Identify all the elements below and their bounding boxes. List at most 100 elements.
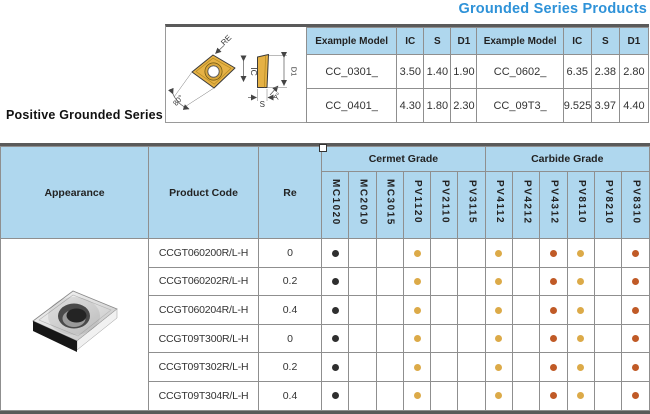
grade-availability-cell xyxy=(402,352,432,382)
grade-column-header: PV2110 xyxy=(430,171,459,239)
spec-model-cell: CC_0301_ xyxy=(305,54,398,89)
re-cell: 0 xyxy=(258,323,322,354)
product-code-cell: CCGT060202R/L-H xyxy=(148,266,259,297)
grade-availability-cell xyxy=(484,323,514,354)
grade-availability-cell xyxy=(457,295,486,325)
spec-header-row: Example Model IC S D1 Example Model IC S D1 xyxy=(305,27,650,55)
availability-dot-gold xyxy=(495,363,503,371)
product-code-cell: CCGT09T304R/L-H xyxy=(148,380,259,411)
re-cell: 0.2 xyxy=(258,266,322,297)
grade-availability-cell xyxy=(484,295,514,325)
grade-column-header: PV4312 xyxy=(539,171,568,239)
spec-value-cell: 3.97 xyxy=(590,88,620,123)
re-label: RE xyxy=(219,33,233,47)
spec-value-cell: 3.50 xyxy=(396,54,425,89)
angle-arc xyxy=(168,87,190,110)
availability-dot-gold xyxy=(495,335,503,343)
grade-availability-cell xyxy=(430,380,459,411)
product-row: CCGT09T304R/L-H 0.4 xyxy=(1,380,650,411)
grade-column-header: PV4212 xyxy=(512,171,541,239)
product-row: CCGT09T300R/L-H 0 xyxy=(1,323,650,354)
series-label: Positive Grounded Series xyxy=(6,108,163,122)
grade-column-label: PV4312 xyxy=(548,180,560,225)
grade-availability-cell xyxy=(402,266,432,297)
grade-availability-cell xyxy=(621,295,650,325)
grade-availability-cell xyxy=(320,352,350,382)
spec-col-header: IC xyxy=(396,27,425,55)
grade-availability-cell xyxy=(457,238,486,268)
s-extension-lines xyxy=(257,89,268,101)
spec-col-header: Example Model xyxy=(305,27,398,55)
grade-column-header: PV4112 xyxy=(484,171,514,239)
cermet-grade-header: Cermet Grade xyxy=(321,146,486,172)
spec-value-cell: 6.35 xyxy=(562,54,592,89)
grade-availability-cell xyxy=(566,295,596,325)
grade-availability-cell xyxy=(348,238,377,268)
product-code-cell: CCGT09T300R/L-H xyxy=(148,323,259,354)
product-code-cell: CCGT060204R/L-H xyxy=(148,295,259,325)
grade-column-label: MC1020 xyxy=(330,179,342,226)
re-cell: 0.4 xyxy=(258,295,322,325)
product-row: CCGT060204R/L-H 0.4 xyxy=(1,295,650,325)
grade-availability-cell xyxy=(320,238,350,268)
d1-label: D1 xyxy=(290,67,299,77)
grade-column-header: PV8110 xyxy=(566,171,596,239)
grade-availability-cell xyxy=(484,266,514,297)
availability-dot-gold xyxy=(413,306,421,314)
availability-dot-gold xyxy=(413,363,421,371)
clearance-label: 7° xyxy=(272,91,284,102)
product-row: CCGT060202R/L-H 0.2 xyxy=(1,266,650,297)
grade-availability-cell xyxy=(594,352,623,382)
grade-column-header: PV1120 xyxy=(402,171,432,239)
appearance-header: Appearance xyxy=(0,146,149,239)
spec-value-cell: 2.38 xyxy=(590,54,620,89)
insert-diagram-svg: RE IC 80° xyxy=(168,33,299,110)
grade-availability-cell xyxy=(320,266,350,297)
s-label: S xyxy=(260,100,265,109)
re-callout xyxy=(215,45,225,54)
main-header-band: Appearance Product Code Re Cermet Grade Carb… xyxy=(0,146,650,239)
availability-dot-black xyxy=(331,392,339,400)
grade-availability-cell xyxy=(402,295,432,325)
re-cell: 0.4 xyxy=(258,380,322,411)
availability-dot-orange xyxy=(550,335,558,343)
product-code-cell: CCGT09T302R/L-H xyxy=(148,352,259,382)
grade-availability-cell xyxy=(512,295,541,325)
spec-value-cell: 1.90 xyxy=(450,54,478,89)
page-title: Grounded Series Products xyxy=(458,1,647,17)
spec-col-header: Example Model xyxy=(476,27,564,55)
availability-dot-black xyxy=(331,335,339,343)
grade-column-label: PV4212 xyxy=(521,180,533,225)
product-row: CCGT060200R/L-H 0 xyxy=(0,238,650,411)
grade-columns-row: MC1020 MC2010 MC3015 PV1120 PV2110 PV3115 PV41… xyxy=(1,171,650,239)
grade-availability-cell xyxy=(566,323,596,354)
spec-col-header: S xyxy=(590,27,620,55)
grade-matrix-wrap: Appearance Product Code Re Cermet Grade Carb… xyxy=(0,143,650,414)
spec-value-cell: 2.80 xyxy=(618,54,650,89)
insert-dimension-diagram: RE IC 80° xyxy=(165,24,307,123)
appearance-cell xyxy=(0,238,149,411)
grade-availability-cell xyxy=(512,380,541,411)
grade-availability-cell xyxy=(430,323,459,354)
re-cell: 0.2 xyxy=(258,352,322,382)
availability-dot-gold xyxy=(495,306,503,314)
grade-availability-cell xyxy=(457,352,486,382)
grade-availability-cell xyxy=(566,352,596,382)
availability-dot-gold xyxy=(495,392,503,400)
insert-hole xyxy=(207,65,220,78)
product-code-header: Product Code xyxy=(148,146,259,239)
grade-availability-cell xyxy=(348,295,377,325)
spec-value-cell: 2.30 xyxy=(450,88,478,123)
grade-availability-cell xyxy=(348,352,377,382)
grade-availability-cell xyxy=(512,352,541,382)
grade-availability-cell xyxy=(430,238,459,268)
spec-col-header: S xyxy=(423,27,452,55)
angle-label: 80° xyxy=(171,93,185,107)
spec-col-header: IC xyxy=(562,27,592,55)
availability-dot-gold xyxy=(413,278,421,286)
grade-availability-cell xyxy=(539,266,568,297)
grade-column-header: MC2010 xyxy=(348,171,377,239)
spec-model-cell: CC_0401_ xyxy=(305,88,398,123)
spec-row: CC_0401_ 4.30 1.80 2.30 CC_09T3_ 9.525 3.97 4.4… xyxy=(305,88,650,123)
